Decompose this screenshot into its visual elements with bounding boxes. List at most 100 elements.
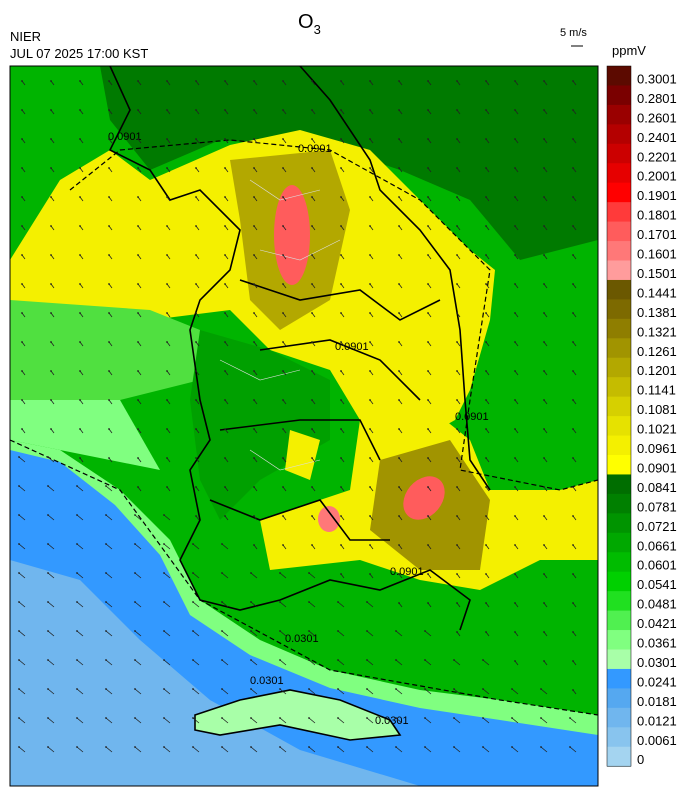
wind-arrow-head bbox=[224, 138, 226, 140]
wind-arrow-head bbox=[137, 167, 139, 169]
wind-arrow-head bbox=[108, 399, 110, 401]
wind-arrow bbox=[395, 659, 403, 666]
yellow-spot bbox=[285, 430, 320, 480]
wind-arrow-head bbox=[456, 167, 458, 169]
wind-arrow-head bbox=[543, 254, 545, 256]
wind-arrow-head bbox=[195, 225, 197, 227]
wind-arrow-head bbox=[456, 515, 458, 517]
wind-arrow-head bbox=[369, 486, 371, 488]
colorbar-label: 0.1141 bbox=[637, 383, 676, 398]
wind-arrow bbox=[18, 717, 26, 724]
colorbar-swatch bbox=[607, 552, 631, 573]
wind-arrow bbox=[163, 717, 171, 724]
wind-arrow bbox=[221, 717, 229, 724]
wind-arrow-head bbox=[221, 543, 223, 545]
wind-arrow bbox=[250, 659, 258, 666]
wind-arrow-head bbox=[282, 486, 284, 488]
wind-arrow-head bbox=[340, 312, 342, 314]
wind-arrow-head bbox=[340, 196, 342, 198]
wind-arrow-head bbox=[427, 544, 429, 546]
wind-arrow bbox=[279, 572, 287, 579]
wind-arrow-head bbox=[18, 659, 20, 661]
wind-arrow bbox=[192, 630, 200, 637]
wind-arrow-head bbox=[21, 283, 23, 285]
wind-arrow-head bbox=[195, 341, 197, 343]
wind-arrow-head bbox=[572, 254, 574, 256]
wind-arrow-head bbox=[163, 572, 165, 574]
wind-arrow bbox=[18, 572, 26, 579]
wind-arrow bbox=[250, 630, 258, 637]
wind-arrow-head bbox=[18, 630, 20, 632]
wind-arrow-head bbox=[137, 399, 139, 401]
wind-arrow-head bbox=[76, 717, 78, 719]
wind-arrow-head bbox=[279, 659, 281, 661]
wind-arrow-head bbox=[50, 399, 52, 401]
wind-arrow-head bbox=[514, 660, 516, 662]
wind-arrow-head bbox=[47, 688, 49, 690]
wind-arrow-head bbox=[76, 601, 78, 603]
wind-arrow-head bbox=[366, 601, 368, 603]
contour-label: 0.0901 bbox=[455, 411, 489, 423]
wind-arrow-head bbox=[369, 399, 371, 401]
wind-arrow-head bbox=[137, 138, 139, 140]
wind-arrow-head bbox=[569, 746, 571, 748]
wind-arrow-head bbox=[369, 167, 371, 169]
wind-arrow-head bbox=[485, 196, 487, 198]
wind-arrow-head bbox=[166, 109, 168, 111]
wind-arrow bbox=[453, 688, 461, 695]
wind-arrow-head bbox=[398, 254, 400, 256]
wind-arrow bbox=[221, 630, 229, 637]
agency: NIER bbox=[10, 29, 41, 44]
colorbar-swatch bbox=[607, 299, 631, 320]
wind-arrow-head bbox=[366, 688, 368, 690]
wind-arrow-head bbox=[572, 341, 574, 343]
wind-arrow-head bbox=[398, 138, 400, 140]
wind-arrow-head bbox=[456, 283, 458, 285]
wind-arrow-head bbox=[543, 428, 545, 430]
wind-arrow-head bbox=[543, 370, 545, 372]
colorbar-swatch bbox=[607, 591, 631, 612]
wind-arrow-head bbox=[485, 80, 487, 82]
wind-arrow-head bbox=[427, 515, 429, 517]
wind-arrow-head bbox=[224, 254, 226, 256]
wind-arrow-head bbox=[369, 196, 371, 198]
wind-arrow bbox=[192, 688, 200, 695]
wind-arrow-head bbox=[398, 399, 400, 401]
wind-arrow-head bbox=[166, 486, 168, 488]
colorbar-swatch bbox=[607, 143, 631, 164]
wind-arrow-head bbox=[105, 601, 107, 603]
wind-arrow-head bbox=[456, 544, 458, 546]
wind-arrow-head bbox=[369, 573, 371, 575]
wind-arrow-head bbox=[224, 428, 226, 430]
wind-arrow-head bbox=[572, 544, 574, 546]
wind-arrow-head bbox=[18, 485, 20, 487]
wind-arrow bbox=[18, 601, 26, 608]
contour-label: 0.0301 bbox=[375, 715, 409, 727]
colorbar-label: 0.0541 bbox=[637, 577, 677, 592]
wind-arrow-head bbox=[514, 167, 516, 169]
wind-arrow-head bbox=[514, 254, 516, 256]
wind-arrow-head bbox=[195, 109, 197, 111]
wind-arrow-head bbox=[79, 312, 81, 314]
wind-arrow-head bbox=[572, 602, 574, 604]
wind-arrow-head bbox=[456, 399, 458, 401]
wind-arrow-head bbox=[456, 196, 458, 198]
wind-arrow bbox=[308, 659, 316, 666]
wind-arrow bbox=[221, 659, 229, 666]
colorbar-swatch bbox=[607, 202, 631, 223]
wind-arrow-head bbox=[482, 688, 484, 690]
title: O3 bbox=[298, 11, 321, 37]
wind-arrow-head bbox=[340, 573, 342, 575]
wind-arrow-head bbox=[340, 225, 342, 227]
wind-arrow-head bbox=[308, 601, 310, 603]
wind-arrow bbox=[192, 601, 200, 608]
wind-arrow-head bbox=[572, 428, 574, 430]
wind-arrow bbox=[279, 746, 287, 753]
wind-arrow-head bbox=[514, 573, 516, 575]
island bbox=[195, 690, 400, 740]
wind-arrow-head bbox=[195, 283, 197, 285]
wind-arrow-head bbox=[456, 457, 458, 459]
wind-arrow-head bbox=[79, 428, 81, 430]
wind-arrow-head bbox=[105, 630, 107, 632]
wind-arrow bbox=[134, 572, 142, 579]
